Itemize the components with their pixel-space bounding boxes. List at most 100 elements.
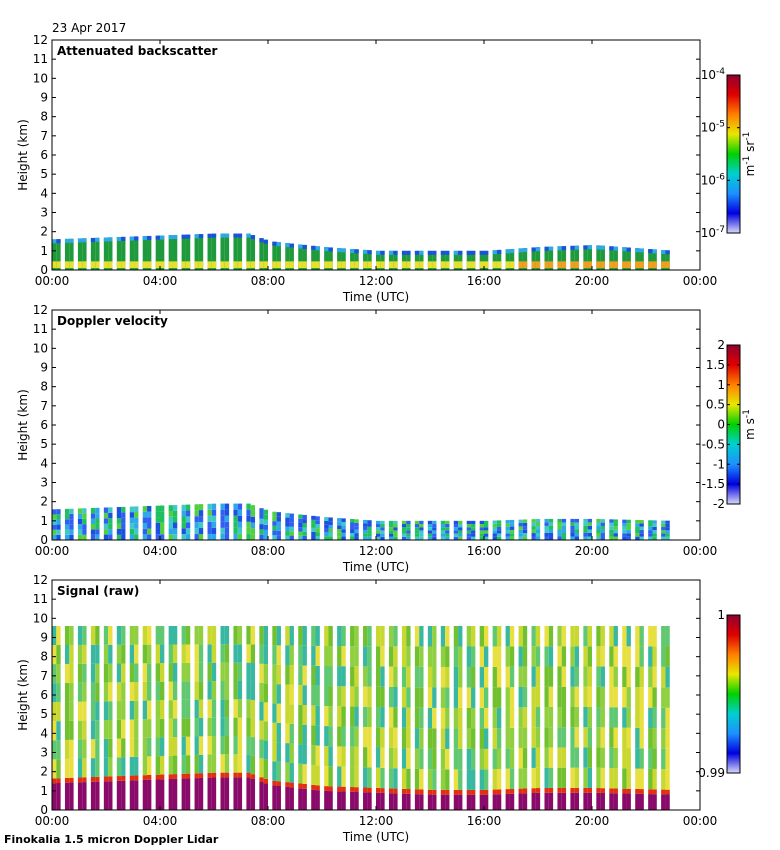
- velocity-cell: [406, 524, 411, 528]
- signal-red-edge: [354, 787, 359, 792]
- velocity-cell: [561, 536, 567, 540]
- velocity-cell: [401, 530, 407, 534]
- backscatter-column: [570, 245, 575, 270]
- backscatter-top-edge: [393, 250, 398, 255]
- y-tick-label: 5: [40, 167, 48, 181]
- velocity-cell: [376, 530, 381, 534]
- velocity-cell: [220, 503, 225, 510]
- signal-cell: [440, 626, 446, 647]
- velocity-cell: [168, 516, 173, 523]
- velocity-cell: [509, 536, 515, 540]
- backscatter-lower-band: [440, 261, 446, 269]
- velocity-cell: [341, 518, 346, 522]
- signal-purple-base: [363, 792, 368, 810]
- signal-cell: [496, 707, 502, 729]
- backscatter-lower-band: [95, 261, 100, 269]
- velocity-cell: [233, 521, 238, 528]
- signal-cell: [626, 707, 631, 728]
- velocity-cell: [263, 519, 268, 525]
- signal-cell: [574, 706, 580, 728]
- x-axis-label: Time (UTC): [342, 830, 409, 844]
- signal-cell: [129, 644, 135, 664]
- signal-red-edge: [129, 775, 135, 781]
- signal-cell: [419, 626, 424, 647]
- signal-cell: [466, 748, 472, 770]
- y-tick-label: 3: [40, 476, 48, 490]
- signal-cell: [134, 756, 139, 776]
- signal-cell: [237, 626, 243, 645]
- velocity-cell: [570, 525, 575, 530]
- signal-cell: [354, 746, 359, 768]
- velocity-cell: [233, 509, 238, 516]
- signal-red-edge: [185, 773, 191, 779]
- backscatter-lower-band: [142, 261, 148, 269]
- velocity-cell: [328, 521, 333, 525]
- signal-cell: [609, 626, 614, 647]
- backscatter-top-edge: [445, 250, 450, 255]
- signal-cell: [194, 699, 199, 719]
- velocity-cell: [198, 522, 204, 529]
- backscatter-top-edge: [639, 248, 644, 253]
- date-label: 23 Apr 2017: [52, 21, 126, 35]
- signal-cell: [64, 626, 70, 645]
- colorbar-unit-label: m s-1: [742, 409, 757, 440]
- x-tick-label: 12:00: [359, 544, 394, 558]
- signal-cell: [401, 707, 407, 728]
- velocity-cell: [376, 533, 381, 537]
- velocity-cell: [367, 520, 372, 524]
- signal-cell: [440, 707, 446, 729]
- velocity-cell: [587, 525, 592, 530]
- signal-cell: [82, 701, 87, 721]
- velocity-cell: [380, 524, 385, 528]
- signal-purple-base: [479, 794, 484, 810]
- y-tick-label: 2: [40, 495, 48, 509]
- backscatter-column: [661, 249, 666, 270]
- signal-cell: [613, 727, 618, 748]
- signal-purple-base: [652, 794, 657, 810]
- velocity-cell: [276, 526, 281, 531]
- backscatter-column: [587, 245, 592, 270]
- backscatter-top-edge: [354, 249, 359, 254]
- signal-cell: [432, 666, 437, 688]
- signal-cell: [250, 644, 256, 664]
- signal-red-edge: [613, 788, 618, 794]
- backscatter-column: [401, 250, 407, 270]
- velocity-cell: [341, 529, 346, 533]
- signal-cell: [350, 746, 355, 767]
- velocity-cell: [661, 520, 666, 524]
- backscatter-top-edge: [155, 235, 160, 240]
- signal-purple-base: [518, 793, 523, 810]
- signal-cell: [609, 686, 614, 708]
- signal-cell: [522, 626, 528, 647]
- data-mesh: [52, 233, 670, 270]
- velocity-cell: [522, 522, 528, 527]
- velocity-cell: [458, 533, 463, 537]
- signal-cell: [259, 701, 264, 721]
- x-tick-label: 00:00: [683, 814, 718, 828]
- signal-red-edge: [103, 776, 109, 782]
- velocity-cell: [596, 529, 601, 534]
- velocity-cell: [376, 524, 381, 528]
- y-tick-label: 3: [40, 746, 48, 760]
- signal-purple-base: [367, 792, 372, 810]
- velocity-cell: [77, 518, 83, 525]
- backscatter-top-edge: [350, 248, 355, 253]
- signal-purple-base: [90, 781, 96, 810]
- signal-cell: [233, 717, 238, 736]
- x-tick-label: 20:00: [575, 814, 610, 828]
- signal-cell: [246, 662, 251, 681]
- backscatter-top-edge: [388, 250, 394, 255]
- velocity-cell: [285, 535, 290, 540]
- backscatter-column: [250, 235, 256, 270]
- backscatter-lower-band: [609, 261, 614, 269]
- velocity-cell: [479, 524, 484, 528]
- signal-cell: [354, 666, 359, 687]
- signal-red-edge: [484, 789, 489, 795]
- signal-cell: [388, 747, 394, 769]
- velocity-cell: [557, 522, 562, 526]
- signal-cell: [492, 728, 497, 749]
- signal-purple-base: [496, 794, 502, 810]
- signal-cell: [661, 748, 666, 770]
- velocity-cell: [211, 521, 217, 528]
- signal-cell: [414, 707, 420, 729]
